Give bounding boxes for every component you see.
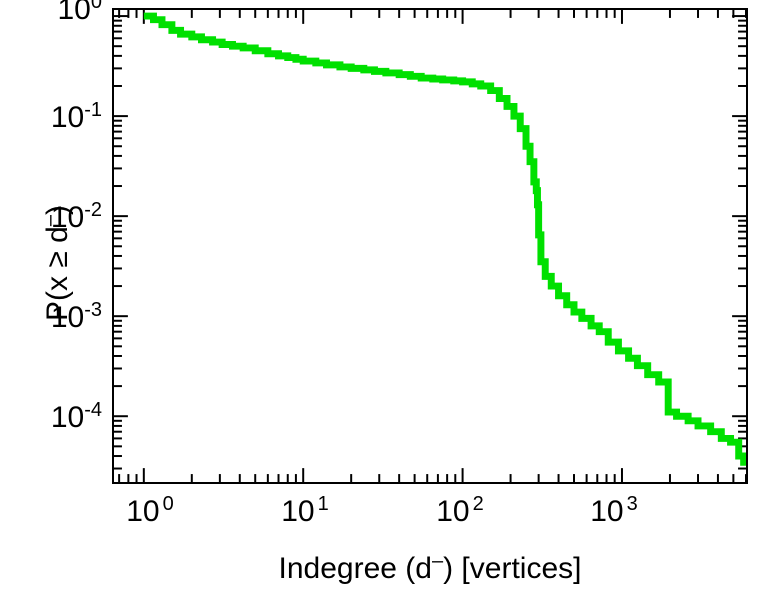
- y-axis-title: P(x ≥ d–): [39, 205, 74, 321]
- y-tick-label-3: 10-3: [50, 299, 102, 334]
- x-tick-label-3: 10 3: [590, 493, 638, 528]
- x-tick-label-2: 10 2: [436, 493, 484, 528]
- y-tick-label-4: 10-4: [50, 399, 102, 434]
- y-tick-label-0: 100: [57, 0, 103, 26]
- plot-frame: [112, 8, 748, 484]
- ccdf-curve: [143, 12, 746, 466]
- data-series-ccdf: [143, 12, 746, 466]
- x-tick-label-1: 10 1: [281, 493, 329, 528]
- plot-area: [114, 10, 746, 482]
- x-tick-label-0: 10 0: [126, 493, 174, 528]
- y-tick-label-2: 10-2: [50, 199, 102, 234]
- y-tick-label-1: 10-1: [50, 99, 102, 134]
- x-axis-title: Indegree (d–) [vertices]: [278, 550, 582, 585]
- axis-ticks: [114, 10, 746, 482]
